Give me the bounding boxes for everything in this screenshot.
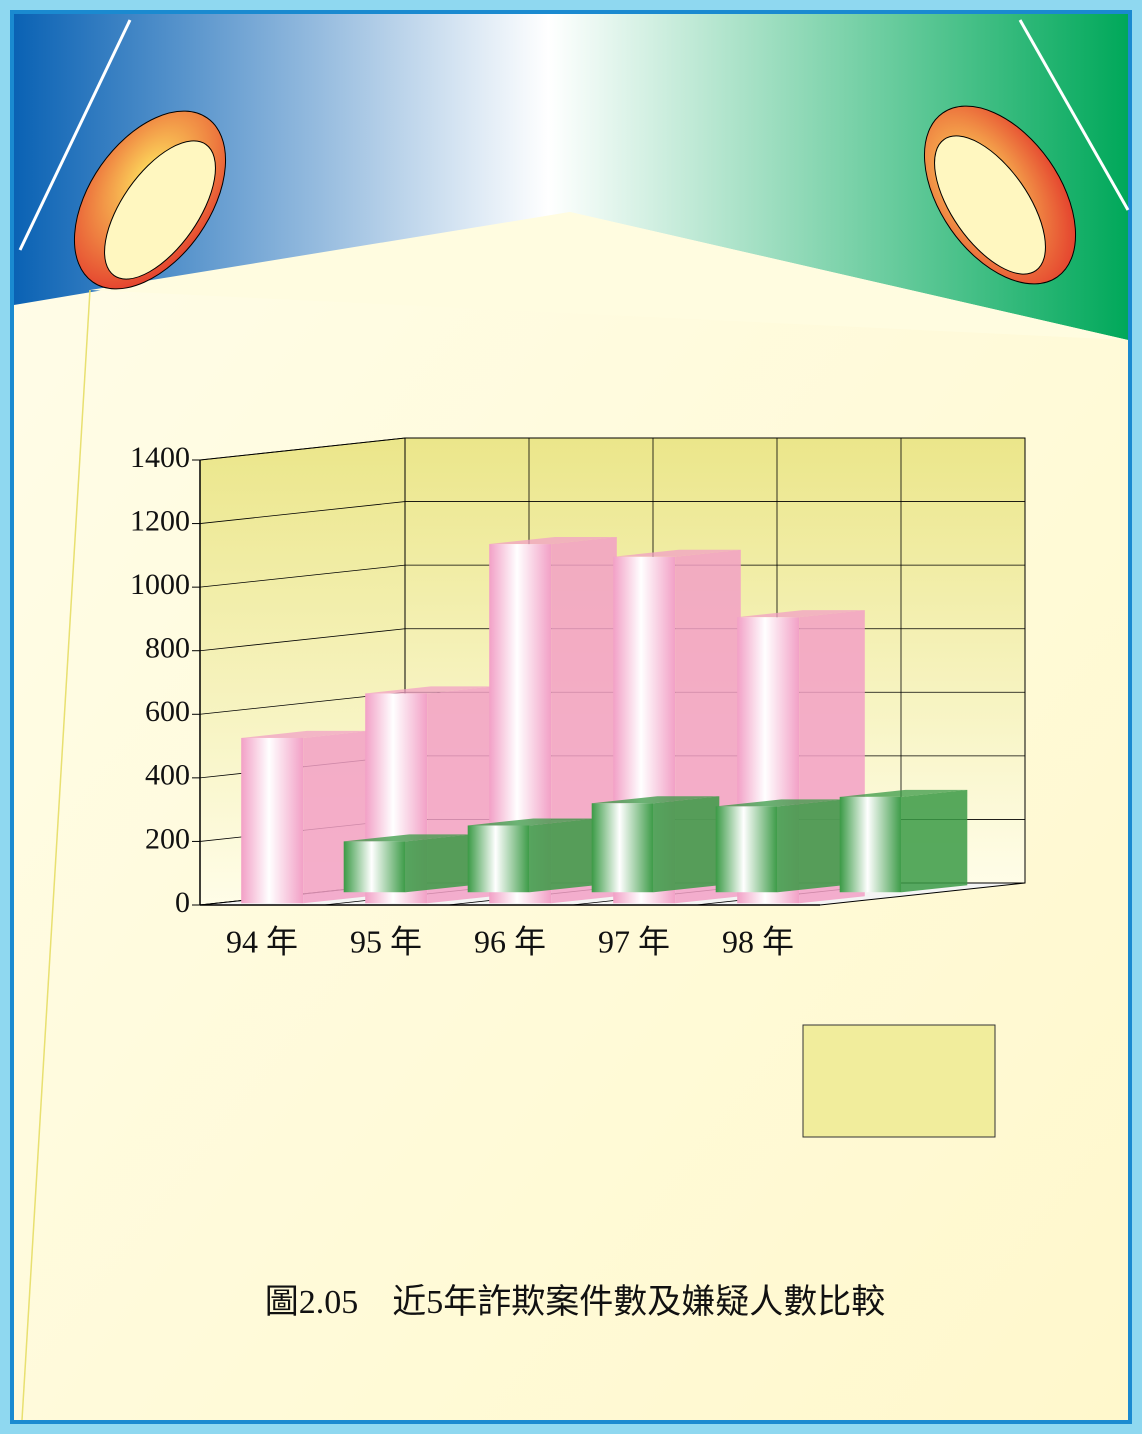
bar-front <box>241 738 303 903</box>
x-tick-label: 95 年 <box>350 923 422 959</box>
bar-front <box>468 825 530 892</box>
bar <box>716 799 844 892</box>
x-tick-label: 94 年 <box>226 923 298 959</box>
y-tick-label: 800 <box>145 632 190 665</box>
x-tick-label: 97 年 <box>598 923 670 959</box>
bar-front <box>344 841 406 892</box>
bar-side <box>530 818 596 892</box>
x-tick-label: 96 年 <box>474 923 546 959</box>
y-tick-label: 0 <box>175 886 190 919</box>
bar <box>840 790 968 892</box>
page: 0 200 400 600 800 1000 1200 1400 94 年 95 年 96 年 97 … <box>0 0 1142 1434</box>
y-tick-label: 1400 <box>130 441 190 474</box>
bar <box>344 834 472 892</box>
y-tick-label: 400 <box>145 759 190 792</box>
y-tick-label: 1200 <box>130 504 190 537</box>
bar-front <box>840 797 902 892</box>
y-tick-label: 1000 <box>130 568 190 601</box>
x-tick-label: 98 年 <box>722 923 794 959</box>
y-tick-label: 600 <box>145 695 190 728</box>
bar-side <box>902 790 968 892</box>
chart-title: 圖2.05 近5年詐欺案件數及嫌疑人數比較 <box>265 1283 886 1321</box>
bar <box>592 796 720 892</box>
bar-front <box>716 806 778 892</box>
y-tick-label: 200 <box>145 822 190 855</box>
bar-front <box>592 803 654 892</box>
bar-side <box>654 796 720 892</box>
bar-side <box>778 799 844 892</box>
legend <box>803 1025 995 1137</box>
bar <box>468 818 596 892</box>
bar-side <box>406 834 472 892</box>
